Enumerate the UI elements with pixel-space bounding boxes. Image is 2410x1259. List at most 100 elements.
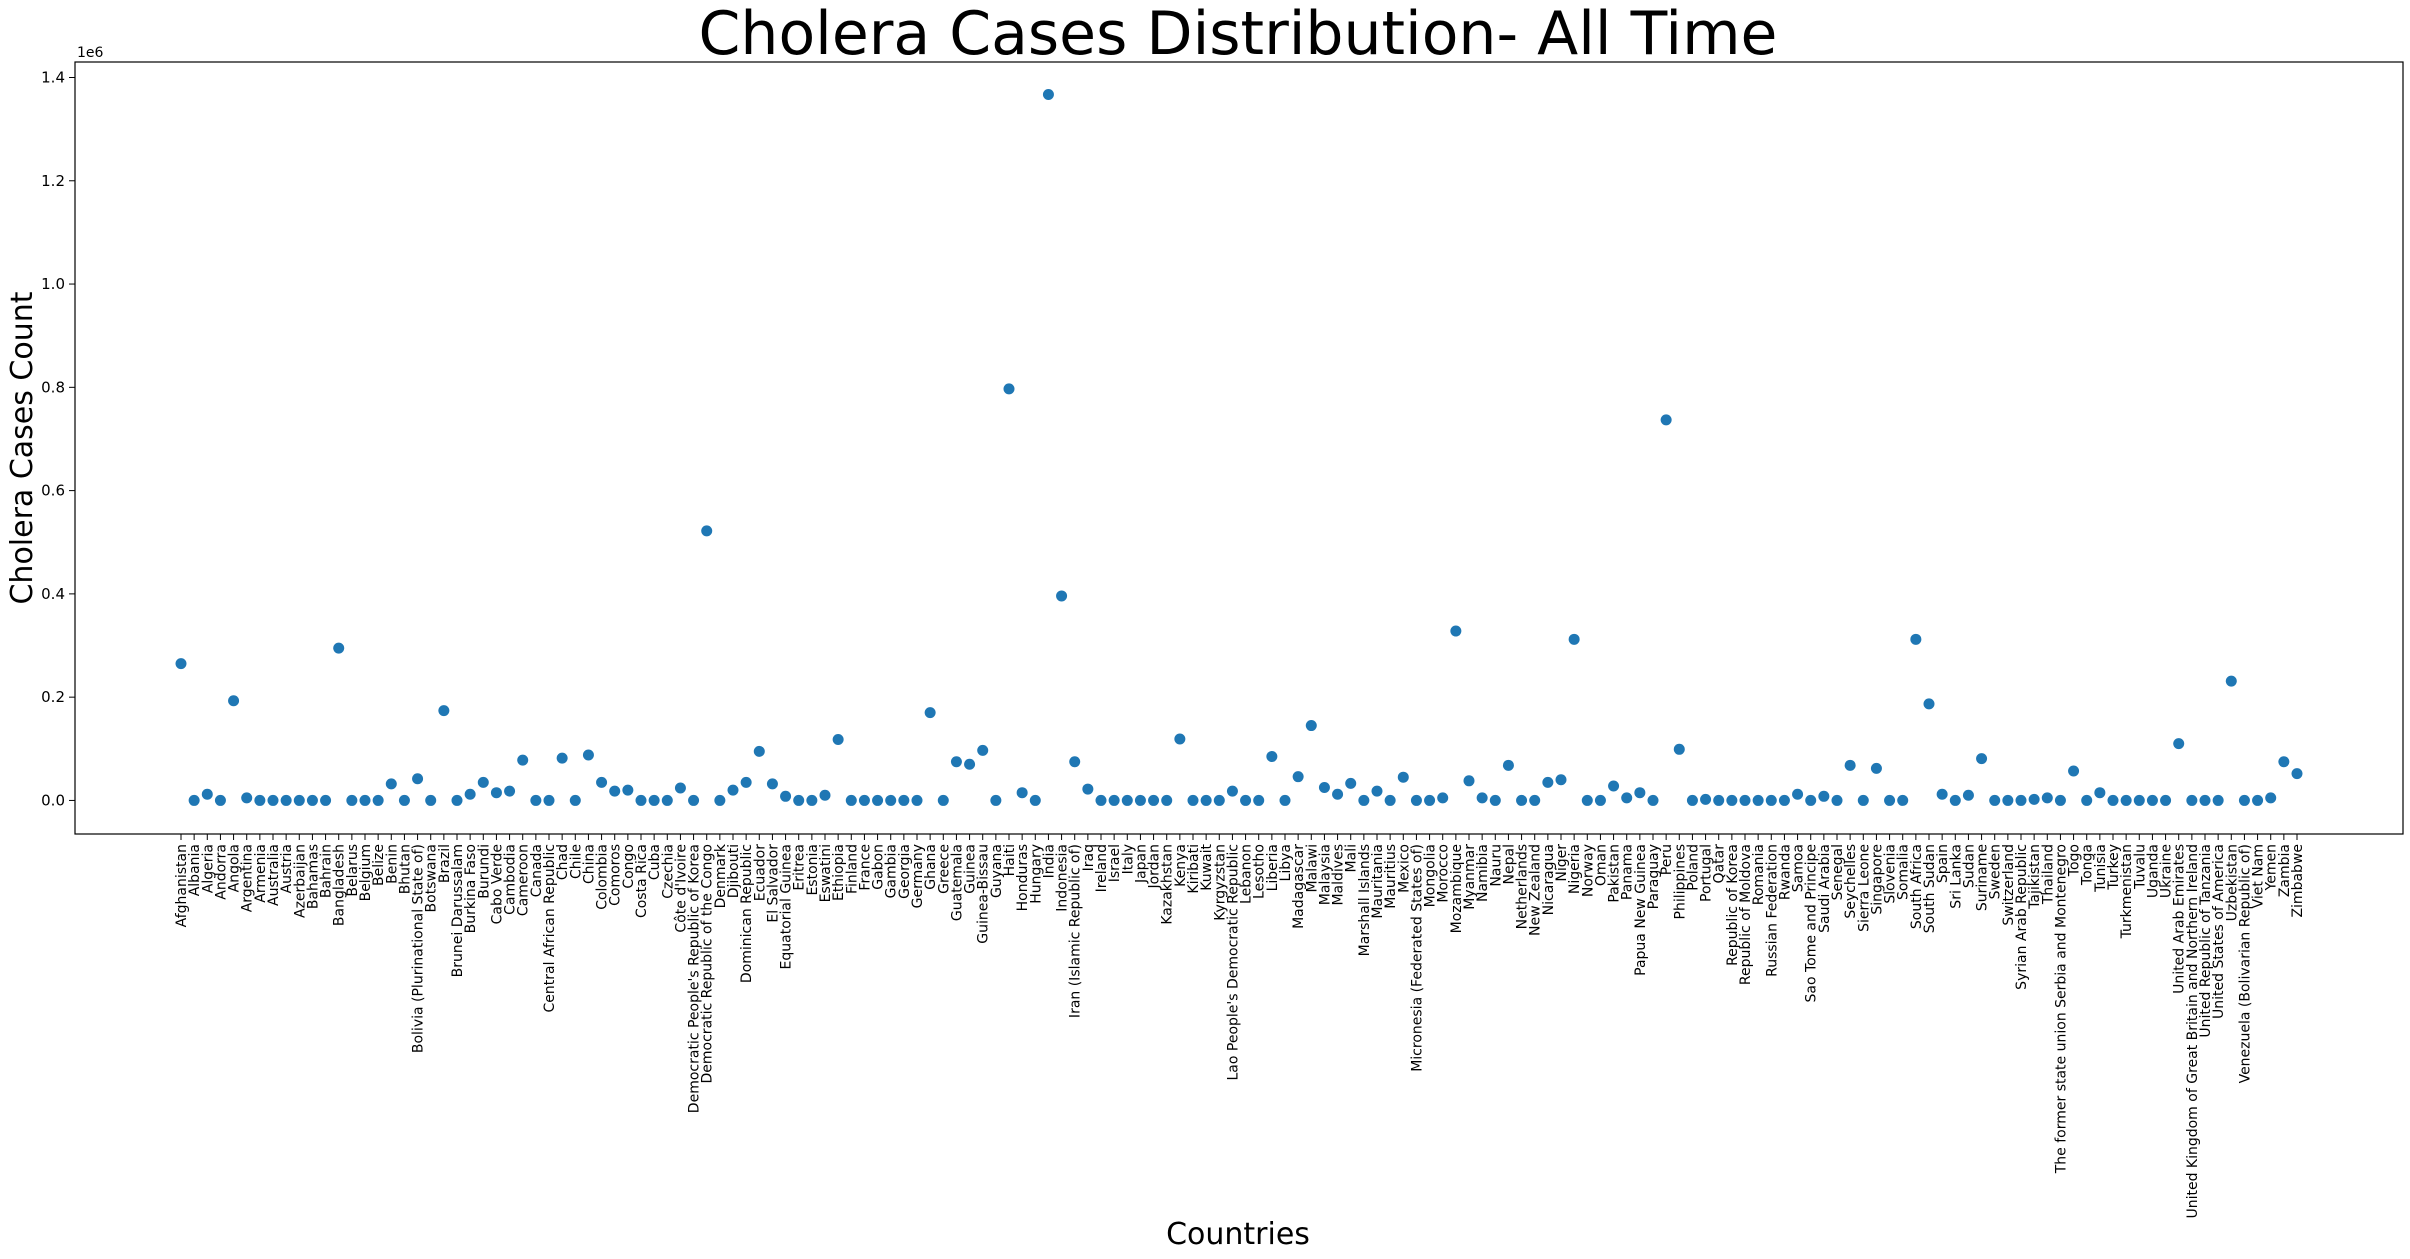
data-point: [1266, 751, 1278, 763]
data-point: [1910, 633, 1922, 645]
x-tick-label: Tonga: [2080, 844, 2096, 886]
chart-title: Cholera Cases Distribution- All Time: [699, 0, 1778, 69]
x-tick-label: Colombia: [595, 844, 611, 910]
x-tick-label: Paraguay: [1646, 844, 1662, 909]
x-tick-label: Philippines: [1672, 844, 1688, 919]
x-tick-label: Somalia: [1896, 844, 1912, 900]
x-tick-label: Kiribati: [1186, 844, 1202, 894]
data-point: [2133, 794, 2145, 806]
data-point: [1305, 720, 1317, 732]
x-tick-label: Kuwait: [1199, 843, 1215, 890]
data-point: [885, 794, 897, 806]
y-tick-label: 1.2: [41, 172, 65, 190]
data-point: [1857, 794, 1869, 806]
x-tick-label: Madagascar: [1291, 844, 1307, 929]
data-point: [320, 794, 332, 806]
x-tick-label: Cuba: [647, 844, 663, 880]
data-point: [1410, 794, 1422, 806]
data-point: [438, 705, 450, 717]
data-point: [858, 794, 870, 806]
y-tick-label: 0.2: [41, 688, 65, 706]
data-point: [2291, 768, 2303, 780]
x-tick-label: Greece: [936, 844, 952, 894]
data-point: [911, 794, 923, 806]
x-tick-label: Burkina Faso: [463, 844, 479, 933]
data-point: [359, 794, 371, 806]
data-point: [766, 778, 778, 790]
data-point: [398, 794, 410, 806]
data-point: [845, 794, 857, 806]
x-tick-label: Mongolia: [1423, 844, 1439, 907]
data-point: [293, 794, 305, 806]
data-point: [1989, 794, 2001, 806]
data-point: [1713, 794, 1725, 806]
x-tick-label: Germany: [910, 844, 926, 908]
data-point: [2265, 792, 2277, 804]
x-tick-label: Australia: [266, 844, 282, 906]
x-tick-label: Ethiopia: [831, 844, 847, 901]
data-point: [1568, 633, 1580, 645]
x-tick-label: United Arab Emirates: [2172, 844, 2188, 994]
x-tick-label: Afghanistan: [174, 844, 190, 927]
x-tick-label: New Zealand: [1528, 844, 1544, 936]
data-point: [2186, 794, 2198, 806]
plot-frame: [74, 61, 2404, 835]
x-tick-label: Belarus: [345, 844, 361, 897]
x-tick-label: Singapore: [1869, 844, 1885, 915]
x-tick-label: Cambodia: [503, 844, 519, 915]
data-point: [1765, 794, 1777, 806]
x-tick-label: Guyana: [989, 844, 1005, 898]
data-point: [1318, 782, 1330, 794]
x-tick-label: Kazakhstan: [1160, 844, 1176, 925]
data-point: [412, 773, 424, 785]
x-tick-label: Mali: [1344, 844, 1360, 872]
x-tick-label: Chile: [568, 844, 584, 879]
data-point: [1029, 794, 1041, 806]
x-tick-label: Lesotho: [1252, 844, 1268, 899]
data-point: [372, 794, 384, 806]
data-point: [964, 758, 976, 770]
x-tick-label: Israel: [1107, 844, 1123, 882]
x-tick-label: Honduras: [1015, 844, 1031, 911]
data-point: [1253, 794, 1265, 806]
x-tick-label: Estonia: [805, 844, 821, 896]
x-tick-label: Brunei Darussalam: [450, 844, 466, 977]
x-tick-label: Central African Republic: [542, 844, 558, 1013]
data-point: [2238, 794, 2250, 806]
data-point: [1542, 776, 1554, 788]
x-tick-label: Eswatini: [818, 844, 834, 902]
data-point: [1332, 788, 1344, 800]
x-tick-label: Côte d'Ivoire: [673, 844, 689, 933]
data-point: [1936, 788, 1948, 800]
data-point: [1949, 794, 1961, 806]
x-tick-label: Hungary: [1028, 844, 1044, 904]
x-tick-label: Gambia: [884, 844, 900, 898]
data-point: [175, 658, 187, 670]
data-point: [1476, 792, 1488, 804]
x-tick-label: United Republic of Tanzania: [2198, 844, 2214, 1038]
data-point: [1437, 792, 1449, 804]
x-tick-label: South Sudan: [1922, 844, 1938, 933]
x-tick-label: Senegal: [1830, 844, 1846, 900]
data-point: [1174, 733, 1186, 745]
data-point: [477, 776, 489, 788]
x-tick-label: Lao People's Democratic Republic: [1225, 844, 1241, 1081]
data-point: [1594, 794, 1606, 806]
x-tick-label: Ghana: [923, 844, 939, 890]
x-tick-label: Peru: [1659, 844, 1675, 875]
data-point: [543, 794, 555, 806]
x-tick-label: Cameroon: [516, 844, 532, 916]
data-point: [1792, 788, 1804, 800]
data-point: [1739, 794, 1751, 806]
data-point: [2081, 794, 2093, 806]
x-tick-label: Mauritius: [1383, 844, 1399, 909]
data-point: [1016, 787, 1028, 799]
data-point: [1818, 790, 1830, 802]
data-point: [306, 794, 318, 806]
data-point: [1292, 771, 1304, 783]
x-tick-label: Iraq: [1081, 844, 1097, 871]
y-tick-label: 0.8: [41, 378, 65, 396]
data-point: [977, 744, 989, 756]
data-point: [2173, 738, 2185, 750]
y-offset-label: 1e6: [77, 45, 104, 61]
